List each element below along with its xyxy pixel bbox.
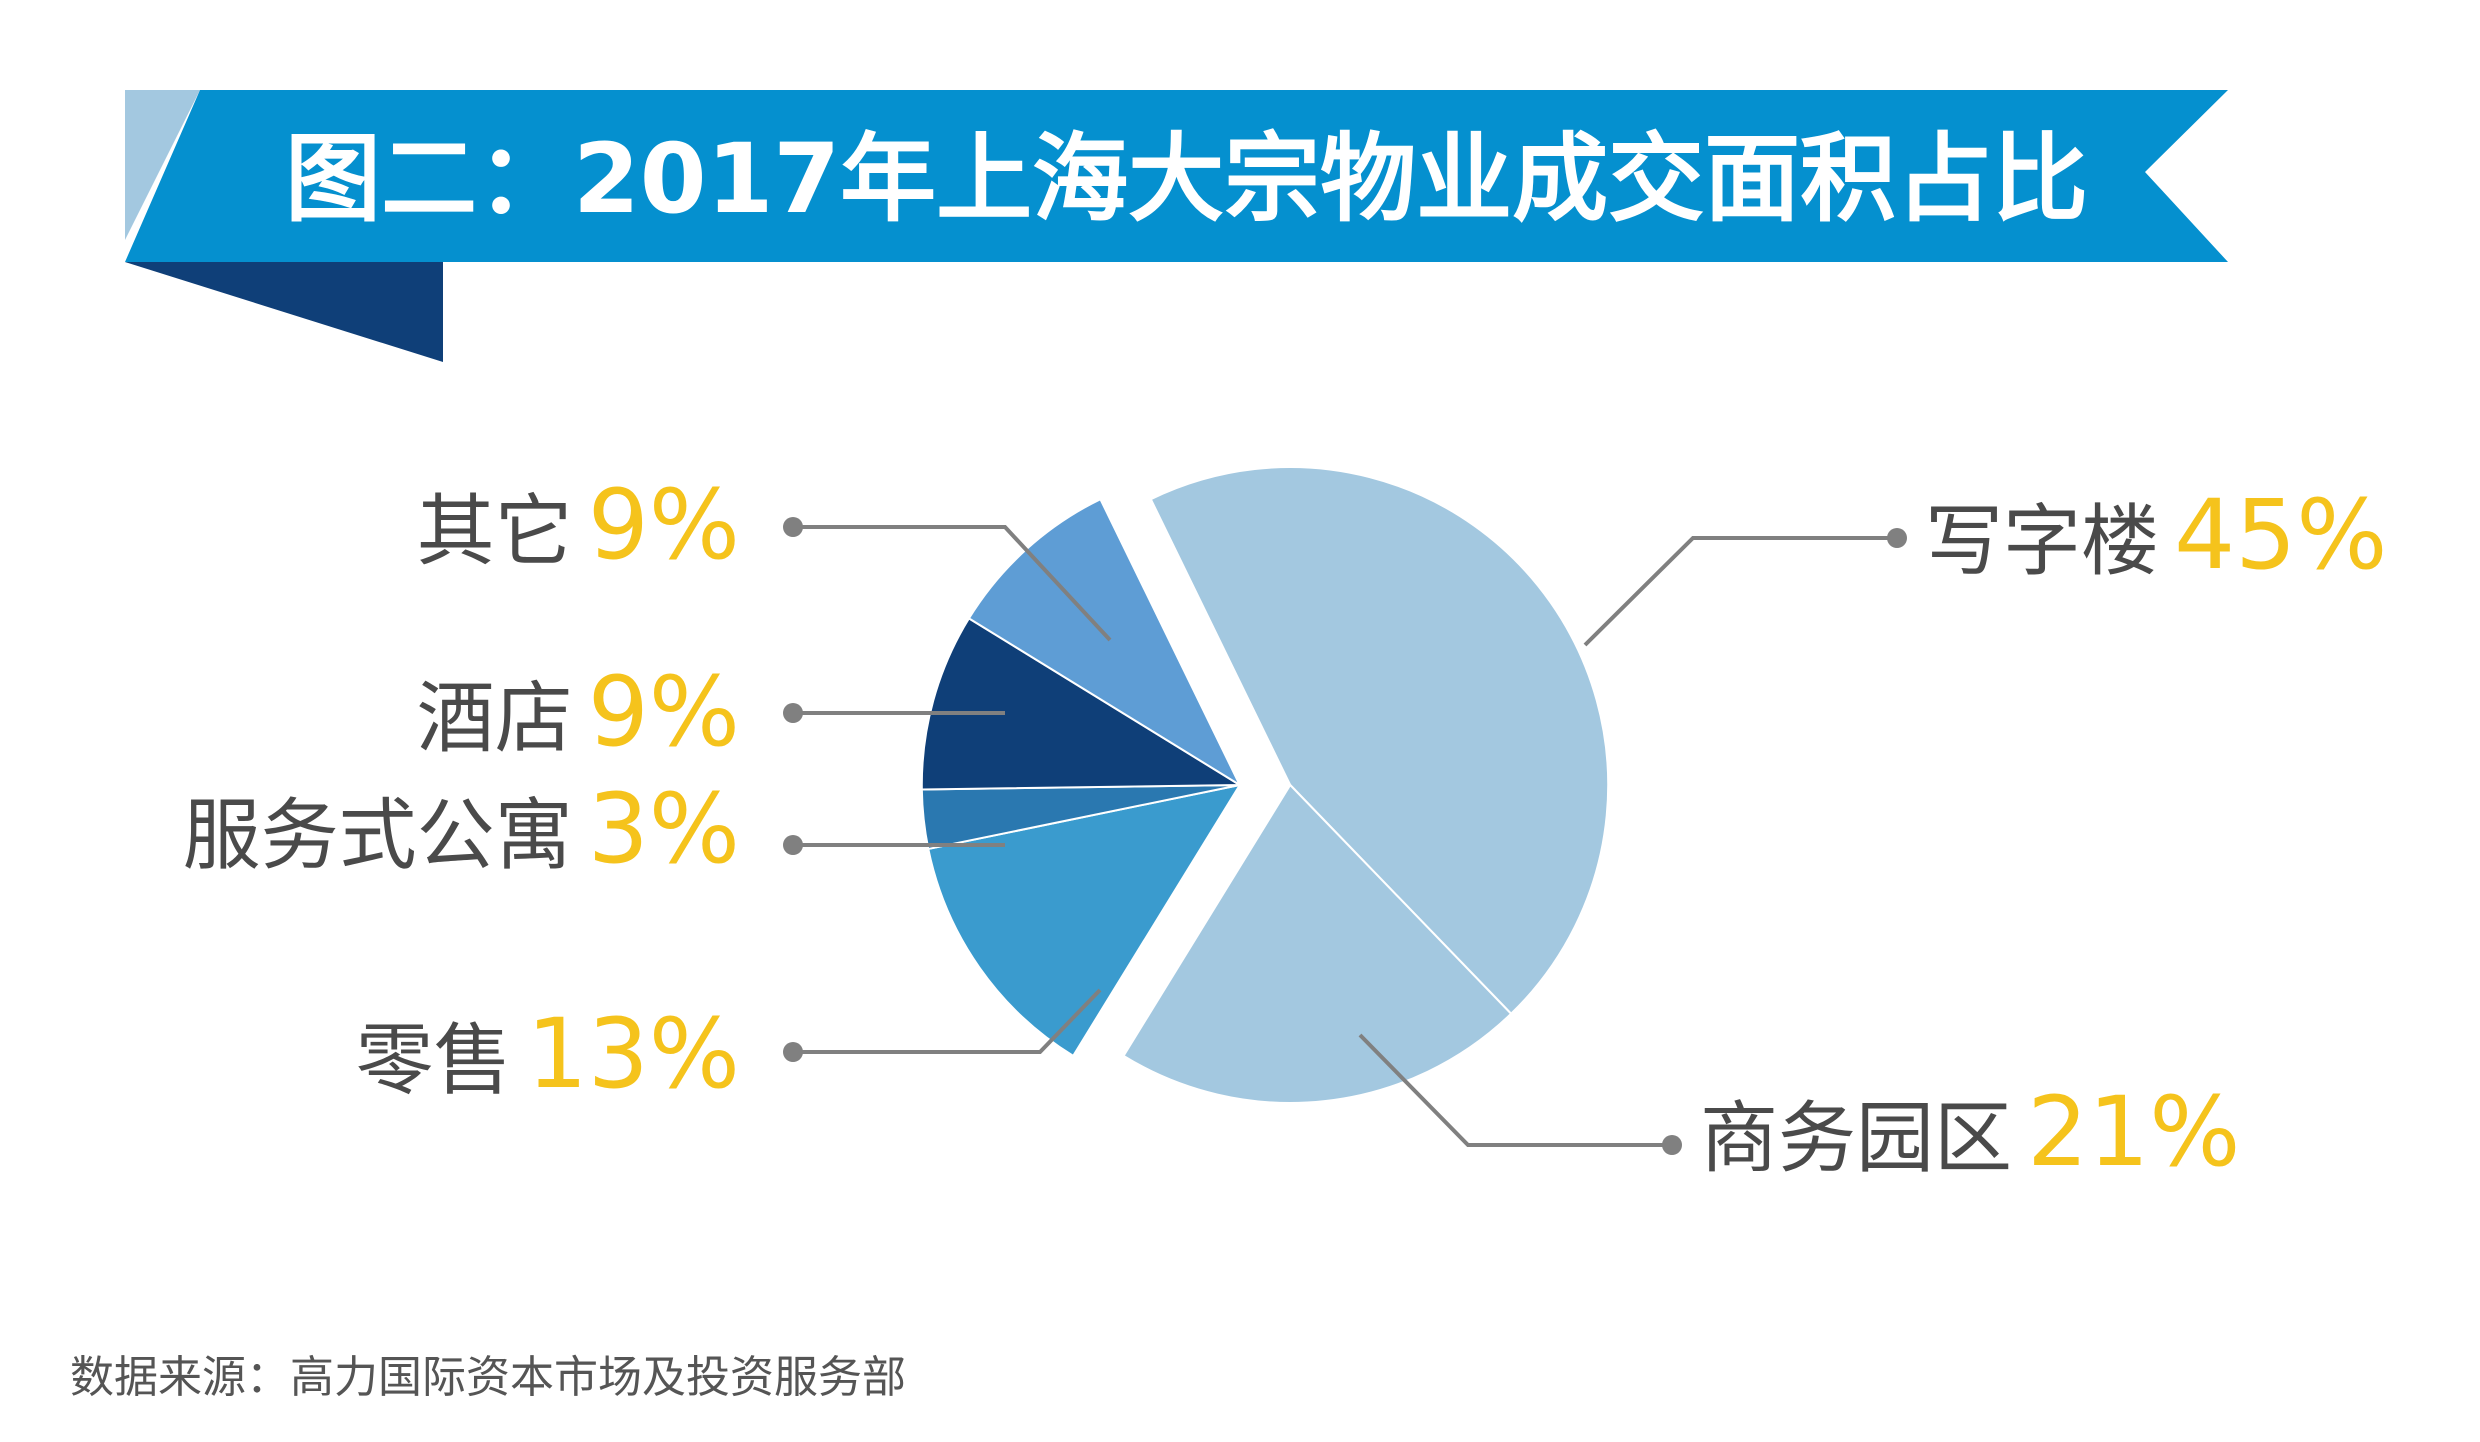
category-label: 其它 (417, 487, 573, 577)
leader-line-零售 (795, 988, 1102, 1054)
leader-line-其它 (795, 525, 1112, 642)
leader-dot-写字楼 (1887, 528, 1907, 548)
banner-dark-fold (125, 262, 443, 362)
slice-labels: 写字楼 45% 商务园区 21% 零售 13% 服务式公寓 3% 酒店 9% 其… (183, 469, 2388, 1188)
pie-slice-写字楼 (1149, 466, 1610, 1016)
category-label: 酒店 (417, 674, 573, 764)
percent-label: 21% (2027, 1076, 2240, 1188)
leader-line-商务园区 (1358, 1033, 1670, 1147)
label-零售: 零售 13% (356, 998, 740, 1110)
category-label: 商务园区 (1700, 1094, 2012, 1184)
pie-slice-零售 (927, 783, 1242, 1058)
label-商务园区: 商务园区 21% (1700, 1076, 2240, 1188)
label-酒店: 酒店 9% (417, 656, 740, 768)
label-写字楼: 写字楼 45% (1925, 479, 2387, 591)
chart-title: 图二：2017年上海大宗物业成交面积占比 (285, 123, 2088, 235)
percent-label: 9% (588, 469, 740, 581)
pie-slices (920, 466, 1610, 1104)
banner-light-tab (125, 90, 200, 240)
category-label: 零售 (356, 1016, 512, 1106)
leader-dots (783, 517, 1907, 1155)
title-banner: 图二：2017年上海大宗物业成交面积占比 (125, 90, 2228, 362)
leader-dot-服务式公寓 (783, 835, 803, 855)
label-服务式公寓: 服务式公寓 3% (183, 773, 740, 885)
percent-label: 3% (588, 773, 740, 885)
leader-dot-其它 (783, 517, 803, 537)
data-source: 数据来源：高力国际资本市场及投资服务部 (70, 1352, 906, 1403)
percent-label: 9% (588, 656, 740, 768)
label-其它: 其它 9% (417, 469, 740, 581)
leader-line-写字楼 (1583, 536, 1895, 647)
banner-main (125, 90, 2228, 262)
pie-slice-商务园区 (1122, 783, 1513, 1104)
category-label: 写字楼 (1925, 497, 2159, 587)
leader-lines (795, 525, 1895, 1147)
percent-label: 45% (2174, 479, 2387, 591)
leader-dot-酒店 (783, 703, 803, 723)
category-label: 服务式公寓 (183, 791, 573, 881)
pie-slice-酒店 (920, 616, 1244, 791)
leader-dot-零售 (783, 1042, 803, 1062)
leader-dot-商务园区 (1662, 1135, 1682, 1155)
percent-label: 13% (527, 998, 740, 1110)
